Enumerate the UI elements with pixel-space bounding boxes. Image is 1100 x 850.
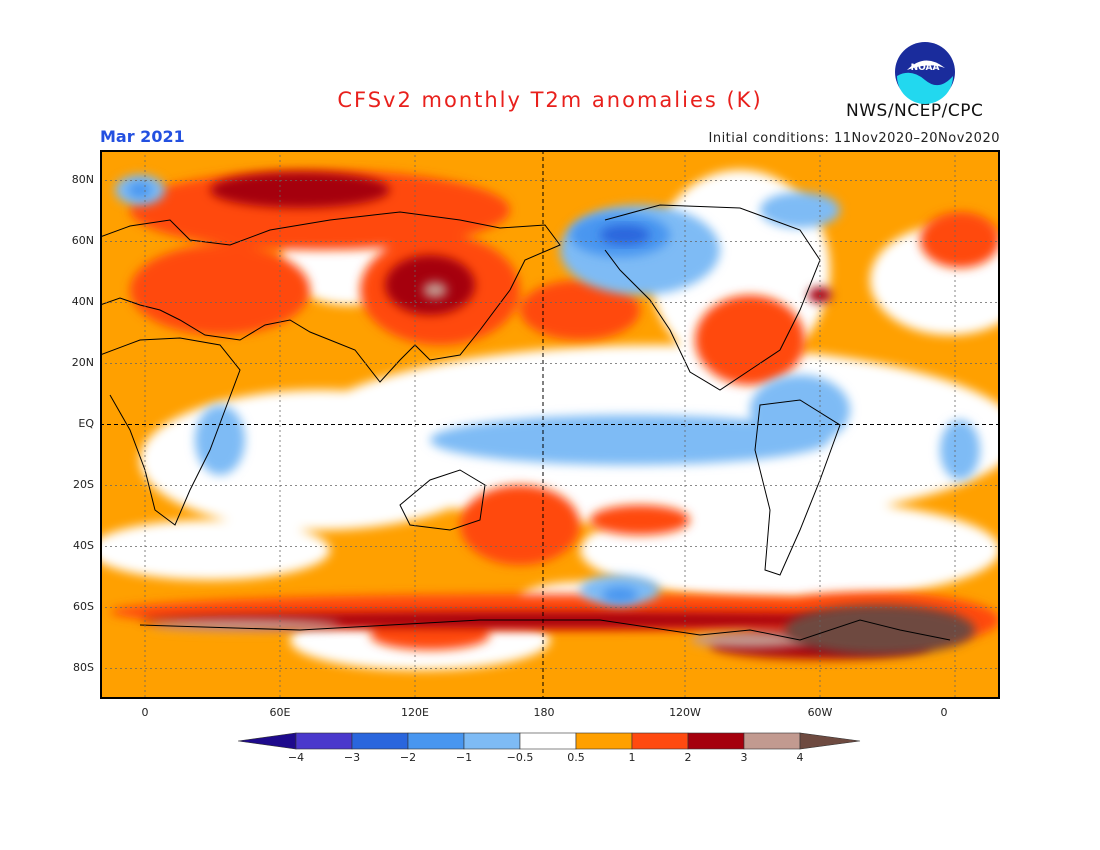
lon-tick-label: 60W bbox=[807, 706, 833, 719]
lat-tick-label: 20S bbox=[73, 478, 94, 491]
colorbar-tick-label: −0.5 bbox=[506, 751, 534, 764]
colorbar-segment bbox=[238, 732, 297, 750]
colorbar-tick-label: 0.5 bbox=[567, 751, 585, 764]
lat-tick-label: 60N bbox=[71, 234, 94, 247]
colorbar bbox=[238, 732, 861, 750]
map-frame bbox=[100, 150, 1000, 699]
lat-tick-label: 60S bbox=[73, 600, 94, 613]
colorbar-segment bbox=[295, 732, 353, 750]
colorbar-tick-label: −4 bbox=[287, 751, 305, 764]
lon-tick-label: 0 bbox=[141, 706, 149, 719]
lat-tick-label: 80S bbox=[73, 661, 94, 674]
colorbar-segment bbox=[743, 732, 801, 750]
graticule bbox=[100, 150, 1000, 699]
colorbar-tick-label: −1 bbox=[455, 751, 473, 764]
colorbar-tick-label: −2 bbox=[399, 751, 417, 764]
colorbar-segment bbox=[687, 732, 745, 750]
reference-lines bbox=[100, 150, 1000, 699]
colorbar-segment bbox=[463, 732, 521, 750]
anomaly-map bbox=[100, 150, 1000, 699]
colorbar-segment bbox=[631, 732, 689, 750]
lon-tick-label: 60E bbox=[269, 706, 291, 719]
noaa-logo-icon: NOAA bbox=[895, 42, 955, 104]
forecast-month: Mar 2021 bbox=[100, 127, 185, 146]
lat-tick-label: 20N bbox=[71, 356, 94, 369]
colorbar-tick-label: 4 bbox=[796, 751, 804, 764]
lon-tick-label: 180 bbox=[533, 706, 555, 719]
lat-tick-label: EQ bbox=[78, 417, 94, 430]
colorbar-segment bbox=[799, 732, 861, 750]
lon-tick-label: 0 bbox=[940, 706, 948, 719]
colorbar-segment bbox=[351, 732, 409, 750]
lat-tick-label: 40S bbox=[73, 539, 94, 552]
colorbar-tick-label: 1 bbox=[628, 751, 636, 764]
noaa-logo-text: NOAA bbox=[911, 63, 940, 73]
colorbar-tick-label: 2 bbox=[684, 751, 692, 764]
colorbar-tick-label: −3 bbox=[343, 751, 361, 764]
initial-conditions: Initial conditions: 11Nov2020–20Nov2020 bbox=[708, 131, 1000, 146]
lon-tick-label: 120E bbox=[401, 706, 429, 719]
lat-tick-label: 80N bbox=[71, 173, 94, 186]
colorbar-segment bbox=[575, 732, 633, 750]
colorbar-segment bbox=[519, 732, 577, 750]
colorbar-segment bbox=[407, 732, 465, 750]
agency-label: NWS/NCEP/CPC bbox=[846, 101, 984, 121]
map-title: CFSv2 monthly T2m anomalies (K) bbox=[337, 88, 763, 112]
lon-tick-label: 120W bbox=[669, 706, 701, 719]
lat-tick-label: 40N bbox=[71, 295, 94, 308]
colorbar-tick-label: 3 bbox=[740, 751, 748, 764]
